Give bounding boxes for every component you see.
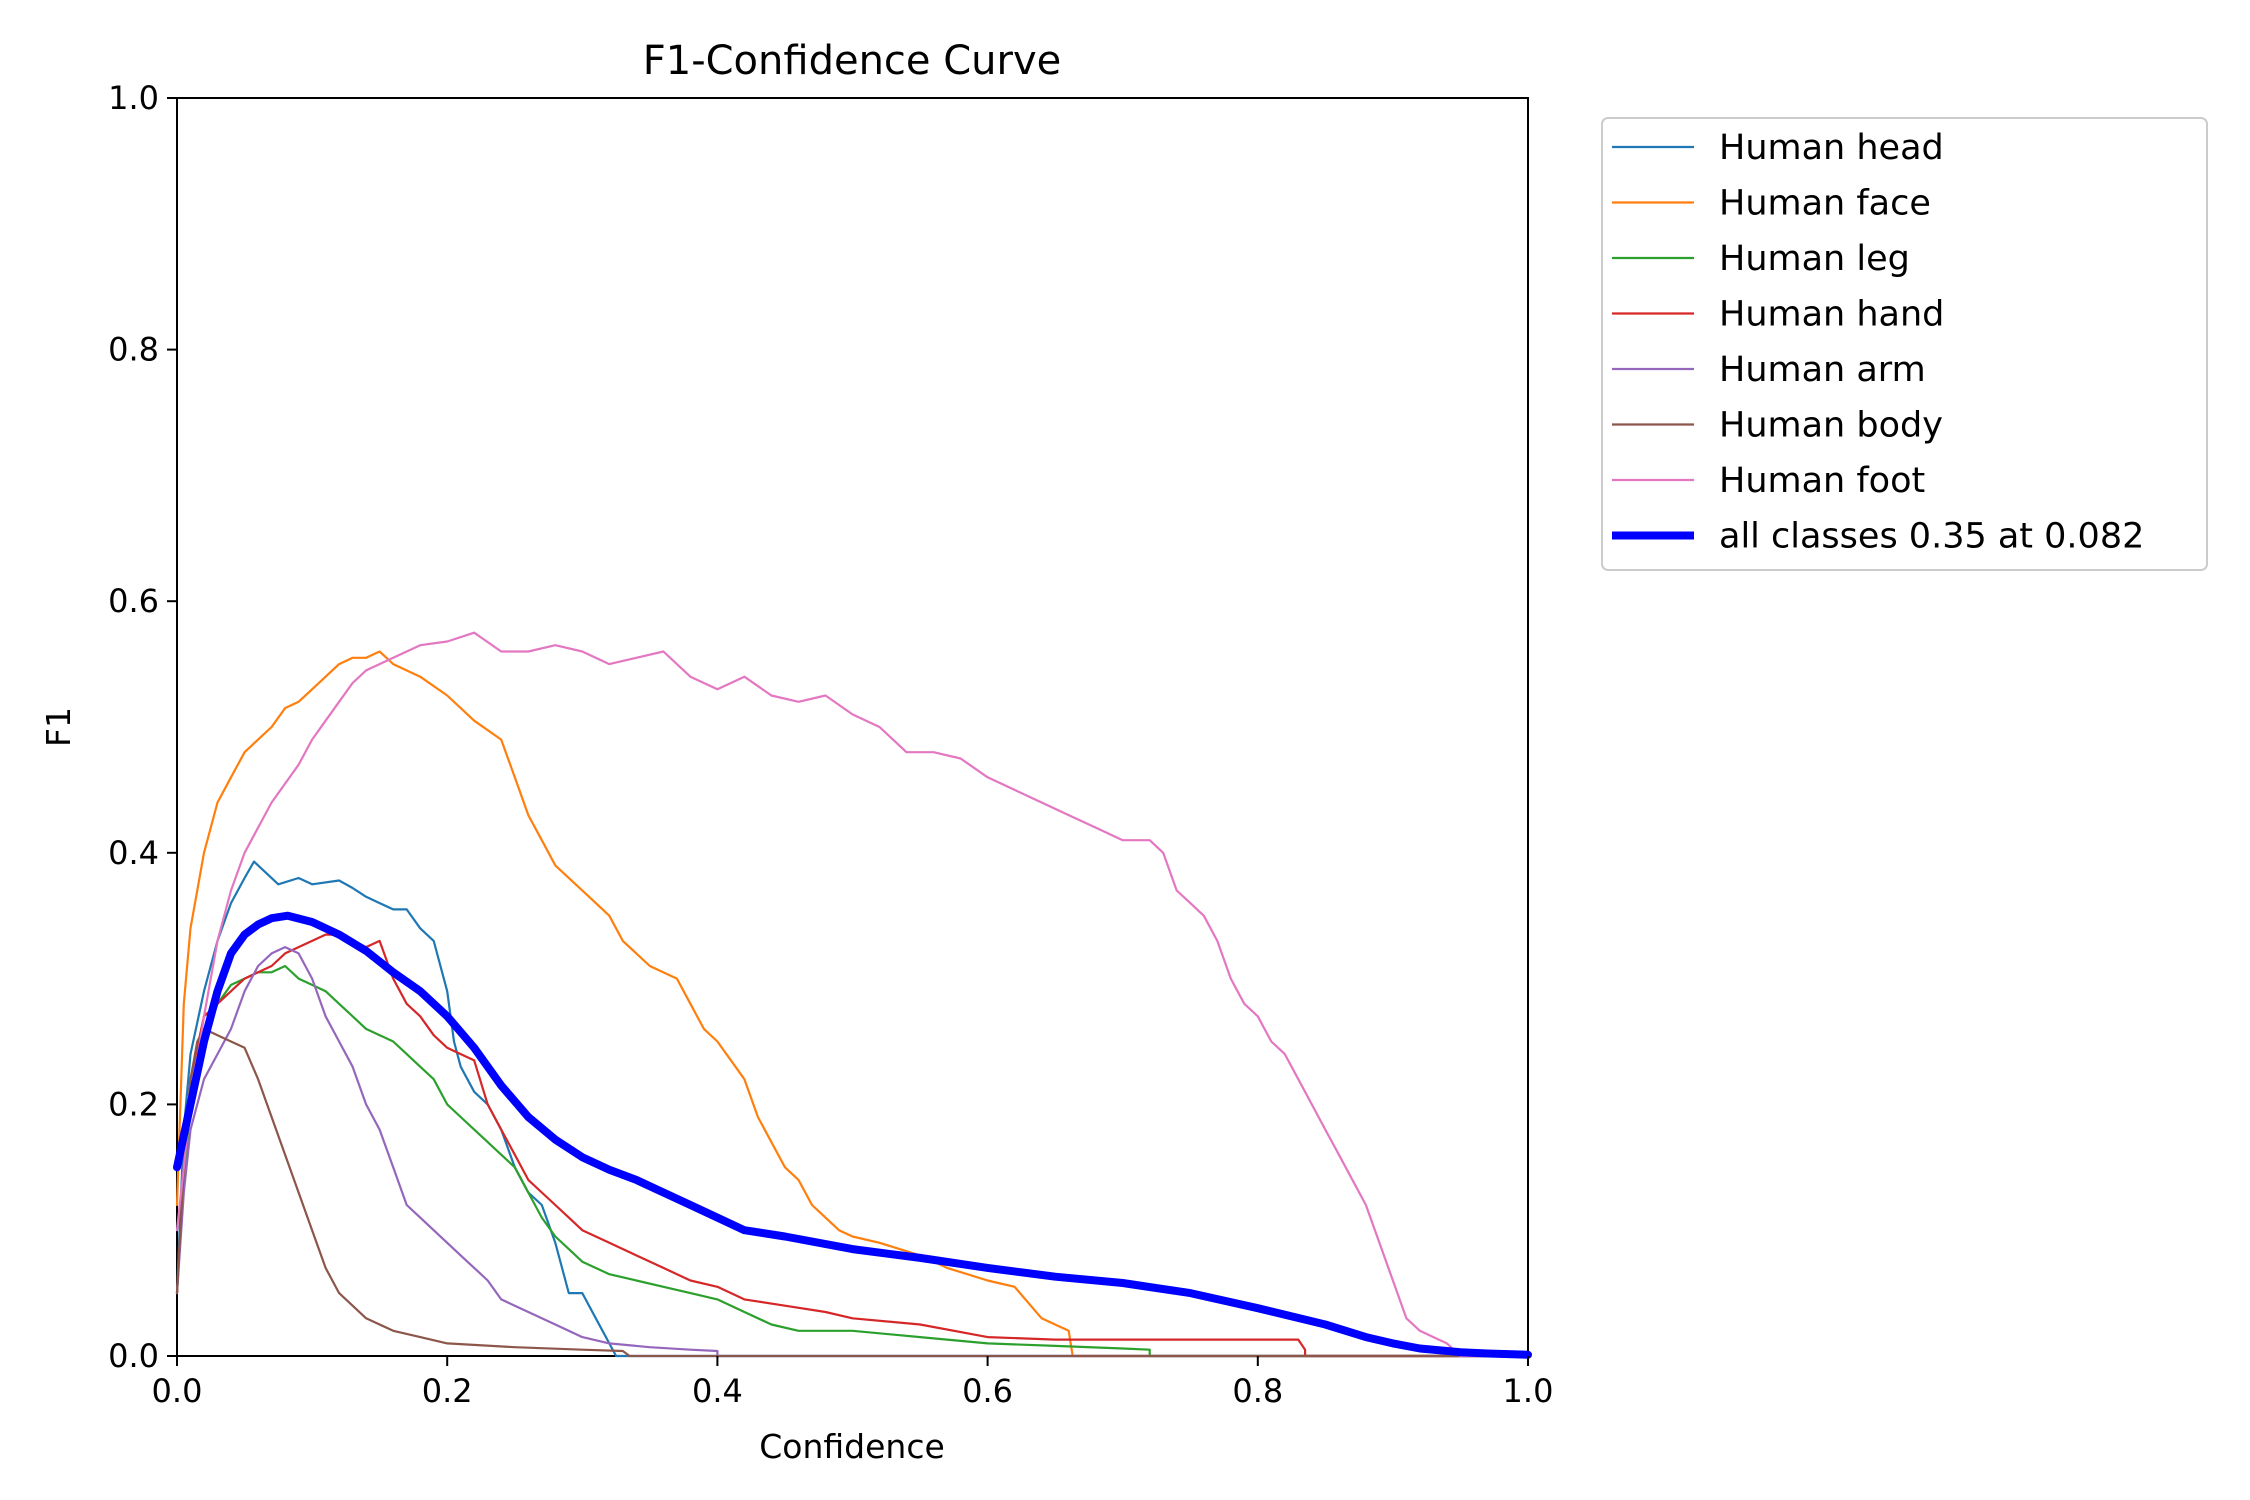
chart-title: F1-Confidence Curve bbox=[643, 38, 1062, 84]
y-axis: 0.0 0.2 0.4 0.6 0.8 1.0 bbox=[108, 79, 177, 1375]
y-tick-label: 0.2 bbox=[108, 1085, 159, 1123]
legend-label-human-body: Human body bbox=[1719, 406, 1943, 446]
x-axis-label: Confidence bbox=[759, 1427, 945, 1466]
curves bbox=[173, 631, 1532, 1359]
curve-human-foot bbox=[175, 631, 1530, 1358]
y-tick-label: 0.0 bbox=[108, 1337, 159, 1375]
y-tick-label: 0.8 bbox=[108, 331, 159, 369]
curve-human-head bbox=[175, 860, 1530, 1358]
x-tick-label: 0.6 bbox=[962, 1372, 1013, 1410]
legend-items: Human head Human face Human leg Human hand H… bbox=[1612, 128, 2144, 557]
plot-area bbox=[173, 97, 1532, 1359]
x-tick-label: 0.0 bbox=[152, 1372, 203, 1410]
legend-label-human-head: Human head bbox=[1719, 128, 1944, 168]
curve-all-classes-0-35-at-0-082 bbox=[173, 911, 1532, 1359]
y-tick-label: 1.0 bbox=[108, 79, 159, 117]
legend-label-human-arm: Human arm bbox=[1719, 350, 1926, 390]
x-tick-label: 0.2 bbox=[422, 1372, 473, 1410]
curve-human-leg bbox=[175, 964, 1530, 1358]
legend-box bbox=[1601, 117, 2208, 571]
y-tick-label: 0.6 bbox=[108, 582, 159, 620]
curve-human-face bbox=[175, 650, 1530, 1358]
legend-label-human-foot: Human foot bbox=[1719, 461, 1925, 501]
curve-human-hand bbox=[175, 933, 1530, 1358]
y-tick-label: 0.4 bbox=[108, 834, 159, 872]
x-tick-label: 1.0 bbox=[1503, 1372, 1554, 1410]
legend-label-human-hand: Human hand bbox=[1719, 295, 1944, 335]
x-tick-label: 0.8 bbox=[1232, 1372, 1283, 1410]
curve-human-arm bbox=[175, 946, 1530, 1358]
y-axis-label: F1 bbox=[39, 707, 78, 747]
x-axis: 0.0 0.2 0.4 0.6 0.8 1.0 bbox=[152, 1356, 1554, 1410]
x-tick-label: 0.4 bbox=[692, 1372, 743, 1410]
legend: Human head Human face Human leg Human hand H… bbox=[1601, 117, 2208, 571]
legend-label-human-leg: Human leg bbox=[1719, 239, 1910, 279]
curve-human-body bbox=[175, 1027, 1530, 1358]
plot-frame bbox=[176, 97, 1529, 1357]
legend-label-human-face: Human face bbox=[1719, 184, 1931, 224]
legend-label-all-classes-0-35-at-0-082: all classes 0.35 at 0.082 bbox=[1719, 517, 2144, 557]
